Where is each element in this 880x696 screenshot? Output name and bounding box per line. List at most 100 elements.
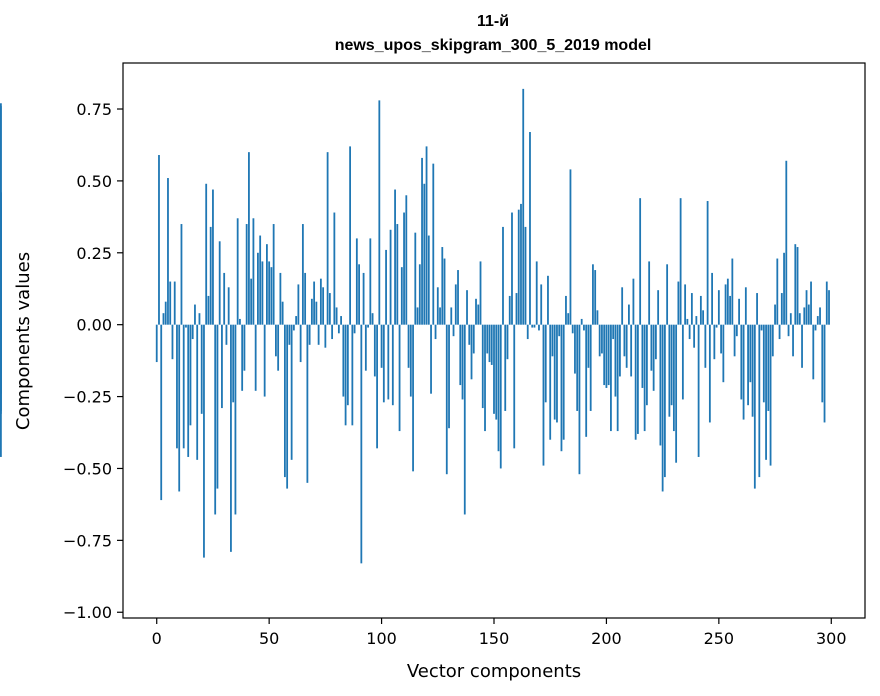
bar-117 bbox=[418, 264, 421, 325]
bar-187 bbox=[576, 324, 579, 411]
bar-24 bbox=[209, 226, 212, 325]
bar-292 bbox=[812, 324, 815, 380]
bar-88 bbox=[353, 324, 356, 334]
bar-288 bbox=[803, 307, 806, 325]
bar-28 bbox=[218, 241, 221, 325]
bar-51 bbox=[270, 267, 273, 325]
bar-34 bbox=[232, 324, 235, 403]
bar-139 bbox=[468, 324, 471, 345]
bar-47 bbox=[261, 261, 264, 325]
bar-83 bbox=[342, 324, 345, 397]
bar-243 bbox=[702, 310, 705, 325]
bar-55 bbox=[279, 272, 282, 325]
bar-33 bbox=[230, 324, 232, 552]
bar-276 bbox=[776, 258, 779, 325]
bar-107 bbox=[396, 224, 399, 325]
bar-106 bbox=[394, 189, 396, 325]
bar-67 bbox=[306, 324, 309, 483]
bar-26 bbox=[214, 324, 217, 515]
bar-208 bbox=[623, 324, 626, 357]
bar-164 bbox=[524, 226, 527, 325]
bar-273 bbox=[769, 324, 772, 466]
bar-148 bbox=[488, 324, 491, 363]
bar-210 bbox=[628, 304, 630, 325]
bar-250 bbox=[717, 290, 720, 325]
bar-275 bbox=[774, 304, 776, 325]
bar-166 bbox=[529, 132, 531, 325]
bar-157 bbox=[508, 295, 511, 325]
bar-167 bbox=[531, 324, 534, 328]
bar-283 bbox=[792, 324, 794, 357]
bar-295 bbox=[819, 307, 821, 325]
bar-259 bbox=[738, 298, 740, 325]
bar-200 bbox=[605, 324, 608, 388]
bar-282 bbox=[789, 313, 792, 325]
bar-95 bbox=[369, 238, 372, 325]
bar-19 bbox=[198, 313, 201, 325]
bar-111 bbox=[405, 195, 408, 325]
bar-286 bbox=[798, 313, 801, 325]
bar-39 bbox=[243, 324, 246, 371]
bar-246 bbox=[708, 324, 711, 423]
bar-203 bbox=[612, 324, 615, 340]
y-axis-label: Components values bbox=[13, 252, 34, 430]
bar-215 bbox=[639, 198, 642, 325]
bar-156 bbox=[506, 324, 509, 360]
bar-220 bbox=[650, 324, 653, 371]
bar-42 bbox=[250, 278, 253, 325]
bar-118 bbox=[421, 157, 423, 325]
bar-299 bbox=[828, 290, 830, 325]
bar-62 bbox=[295, 316, 298, 325]
bar-216 bbox=[641, 324, 644, 388]
bar-149 bbox=[490, 324, 493, 365]
bar-173 bbox=[544, 324, 547, 403]
bar-14 bbox=[187, 324, 190, 457]
x-tick-label: 150 bbox=[479, 629, 510, 648]
bar-72 bbox=[317, 324, 320, 345]
bar-43 bbox=[252, 218, 255, 325]
bar-239 bbox=[693, 324, 696, 348]
bar-70 bbox=[313, 281, 316, 325]
bar-132 bbox=[452, 324, 455, 337]
bar-60 bbox=[290, 324, 293, 460]
bar-196 bbox=[596, 310, 599, 325]
bar-52 bbox=[272, 224, 275, 325]
bar-66 bbox=[304, 272, 307, 325]
bar-217 bbox=[643, 324, 646, 432]
bar-69 bbox=[310, 298, 313, 325]
bar-98 bbox=[376, 324, 378, 449]
bar-36 bbox=[236, 218, 239, 325]
bar-45 bbox=[257, 252, 259, 325]
bar-110 bbox=[403, 212, 405, 325]
bar-240 bbox=[695, 316, 698, 325]
bar-176 bbox=[551, 324, 554, 357]
bar-21 bbox=[203, 324, 205, 558]
y-tick-label: −0.75 bbox=[63, 531, 112, 550]
bar-224 bbox=[659, 324, 662, 446]
bar-undefined bbox=[0, 106, 2, 325]
bar-237 bbox=[688, 324, 691, 340]
bar-152 bbox=[497, 324, 500, 452]
bar-80 bbox=[335, 307, 338, 325]
bar-127 bbox=[441, 247, 444, 325]
bar-183 bbox=[567, 313, 570, 325]
bar-223 bbox=[657, 290, 660, 325]
bar-86 bbox=[349, 146, 351, 325]
bar-263 bbox=[747, 324, 749, 406]
bar-291 bbox=[810, 281, 812, 325]
bar-116 bbox=[416, 307, 419, 325]
bar-134 bbox=[457, 270, 459, 325]
bar-4 bbox=[164, 301, 167, 325]
bar-181 bbox=[562, 324, 565, 440]
bar-138 bbox=[466, 290, 468, 325]
bar-109 bbox=[400, 267, 403, 325]
bar-171 bbox=[540, 284, 543, 325]
bar-12 bbox=[182, 324, 185, 449]
bar-205 bbox=[616, 324, 619, 432]
bar-50 bbox=[268, 261, 271, 325]
bar-228 bbox=[668, 324, 671, 417]
bar-71 bbox=[315, 301, 318, 325]
bar-232 bbox=[677, 281, 680, 325]
bar-2 bbox=[160, 324, 163, 501]
bar-235 bbox=[684, 284, 687, 325]
